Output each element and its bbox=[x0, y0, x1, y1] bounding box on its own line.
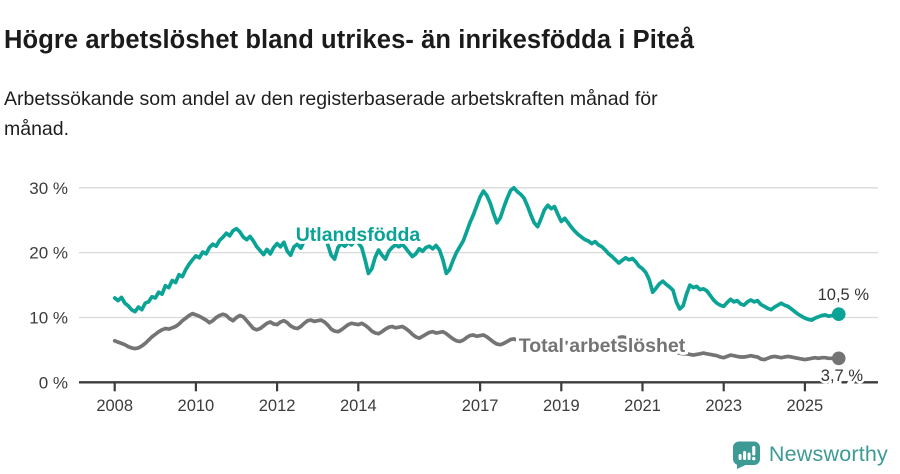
y-tick-label-30: 30 % bbox=[29, 179, 68, 198]
newsworthy-logo-icon bbox=[732, 441, 760, 469]
newsworthy-logo[interactable]: Newsworthy bbox=[732, 440, 888, 469]
y-tick-label-0: 0 % bbox=[39, 373, 68, 392]
series-line-total bbox=[112, 311, 841, 362]
series-end-dot-total bbox=[831, 351, 846, 366]
x-tick-label-2025: 2025 bbox=[787, 397, 824, 415]
series-line-utlandsfodda bbox=[112, 185, 841, 322]
x-tick-label-2023: 2023 bbox=[705, 397, 742, 415]
series-label-utlandsfodda: Utlandsfödda bbox=[296, 224, 421, 246]
newsworthy-logo-text: Newsworthy bbox=[768, 442, 888, 466]
x-tick-label-2010: 2010 bbox=[178, 397, 215, 415]
y-tick-label-20: 20 % bbox=[29, 244, 68, 263]
y-tick-label-10: 10 % bbox=[29, 308, 68, 327]
end-value-label-total: 3,7 % bbox=[821, 367, 864, 385]
series-end-dot-utlandsfodda bbox=[831, 307, 846, 322]
x-tick-label-2021: 2021 bbox=[624, 397, 661, 415]
series-label-total: Total arbetslöshet bbox=[519, 335, 686, 357]
x-tick-label-2012: 2012 bbox=[259, 397, 296, 415]
end-value-label-utlandsfodda: 10,5 % bbox=[818, 286, 870, 304]
x-tick-label-2017: 2017 bbox=[462, 397, 499, 415]
page-title: Högre arbetslöshet bland utrikes- än inr… bbox=[4, 26, 695, 55]
x-tick-label-2019: 2019 bbox=[543, 397, 580, 415]
x-tick-label-2008: 2008 bbox=[96, 397, 133, 415]
chart-subtitle: Arbetssökande som andel av den registerb… bbox=[4, 87, 658, 141]
x-tick-label-2014: 2014 bbox=[340, 397, 377, 415]
